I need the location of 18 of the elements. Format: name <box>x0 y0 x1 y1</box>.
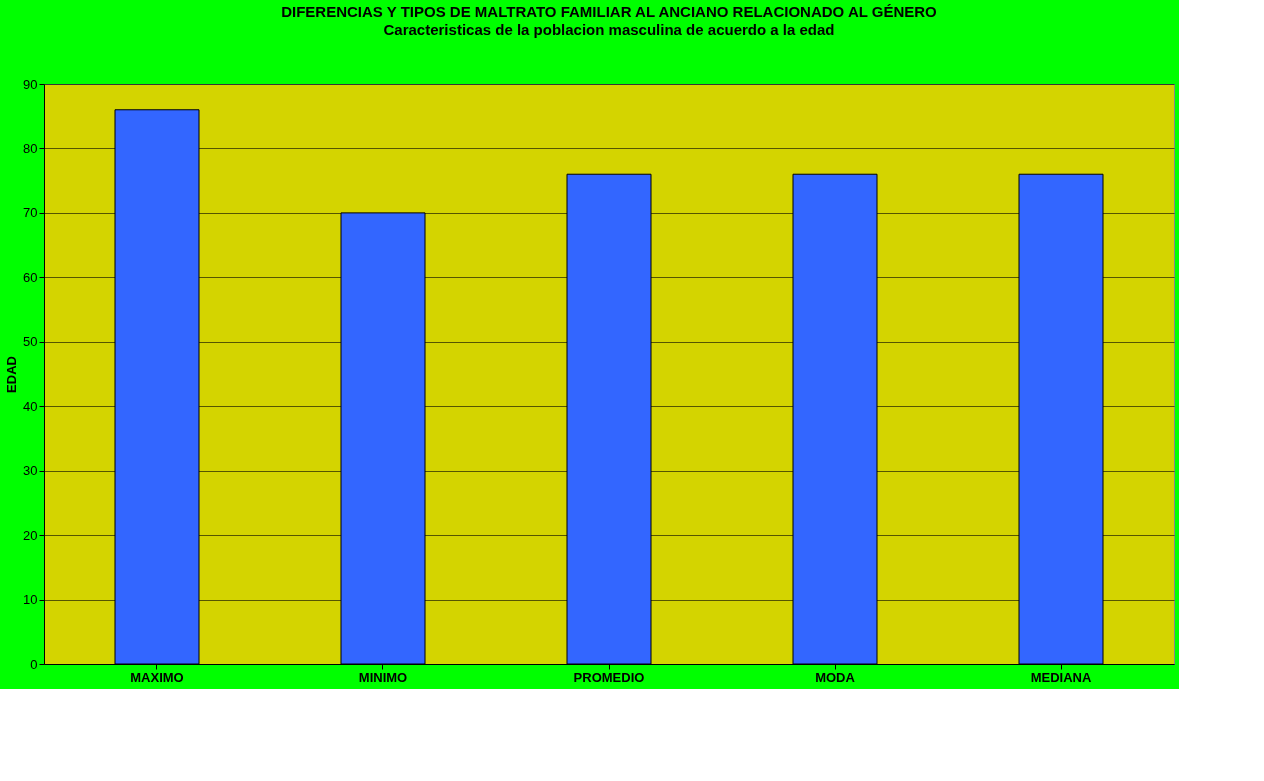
y-tick-label: 70 <box>23 205 38 221</box>
y-tick-label: 80 <box>23 140 38 156</box>
x-tick-label: MEDIANA <box>1030 669 1092 685</box>
y-tick-label: 20 <box>23 527 38 543</box>
y-tick-label: 90 <box>23 76 38 92</box>
y-tick-label: 60 <box>23 269 38 285</box>
chart-subtitle: Caracteristicas de la poblacion masculina de acuerdo a la edad <box>383 21 835 38</box>
x-tick-label: MODA <box>815 669 856 685</box>
y-tick-label: 50 <box>23 334 38 350</box>
y-tick-label: 30 <box>23 463 38 479</box>
x-tick-label: PROMEDIO <box>573 669 645 685</box>
x-tick-label: MINIMO <box>358 669 408 685</box>
y-tick-label: 0 <box>30 656 38 672</box>
chart-title: DIFERENCIAS Y TIPOS DE MALTRATO FAMILIAR AL ANCIANO RELACIONADO AL GÉNERO <box>281 3 938 20</box>
y-tick-label: 40 <box>23 398 38 414</box>
x-tick-label: MAXIMO <box>130 669 184 685</box>
y-tick-label: 10 <box>23 592 38 608</box>
y-axis-title: EDAD <box>4 356 20 393</box>
